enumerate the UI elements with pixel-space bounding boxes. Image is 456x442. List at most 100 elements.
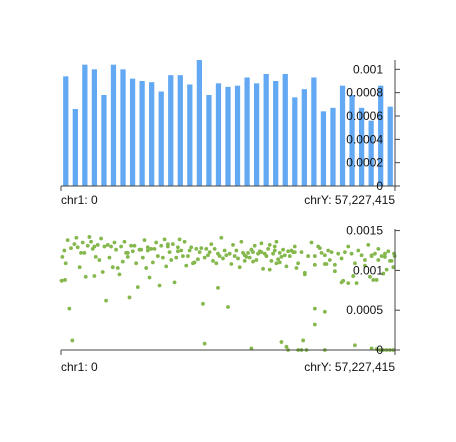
point [145,245,150,250]
point [132,243,137,248]
point [359,253,364,258]
point [187,248,192,253]
point [214,261,219,266]
point [117,272,122,277]
point [219,235,224,240]
point [369,253,374,258]
point [189,245,194,250]
point [144,266,149,270]
bar [225,86,231,186]
point [246,250,250,255]
point [236,256,240,261]
point [100,270,105,274]
point [269,258,274,263]
bar [368,120,374,186]
point [209,242,214,247]
point [217,254,222,258]
point [59,278,64,283]
point [70,338,75,343]
point [82,250,87,255]
point [353,343,357,348]
point [267,243,272,247]
point [169,258,174,262]
point [174,255,179,260]
point [92,244,97,249]
point [306,254,311,258]
point [368,274,372,279]
point [371,278,376,282]
point [369,346,374,351]
point [231,243,235,247]
bar [378,85,384,186]
point [145,248,150,253]
point [65,238,70,243]
point [202,341,207,346]
point [60,254,65,259]
point [242,258,247,263]
point [177,237,182,242]
point [379,254,384,258]
point [332,262,337,267]
point [199,246,204,251]
point [381,271,386,276]
point [374,278,379,282]
point [102,244,107,249]
point [229,262,234,266]
point [74,235,79,240]
point [373,251,377,256]
point [251,250,255,254]
point [301,338,306,343]
point [170,242,175,247]
point [115,266,120,270]
point [383,251,387,256]
bar [177,75,183,186]
bar-panel: 0 0.0002 0.0004 0.0006 0.0008 0.001 chr1: 0 chr… [60,60,400,207]
point [312,306,317,311]
point [181,254,185,258]
point [122,239,127,244]
y-tick-label: 0.0005 [346,303,383,317]
point [276,257,280,262]
point [201,301,205,306]
point [172,280,177,285]
point [159,243,164,248]
bar [320,111,327,186]
point [202,255,207,260]
point [147,275,152,280]
bar [206,95,212,186]
point [312,254,317,258]
bar [273,81,279,186]
point [89,239,93,244]
point [349,251,354,256]
point [167,250,172,254]
point [284,264,289,269]
point [152,247,157,251]
point [97,258,102,262]
point [197,250,202,254]
point [221,256,225,261]
point [281,247,286,252]
point [224,253,229,258]
bar [301,89,307,186]
point [356,248,361,253]
point [376,258,381,262]
point [327,258,332,262]
point [211,258,215,263]
bar [187,84,193,186]
point [67,306,72,311]
point [317,246,322,251]
point [296,261,301,266]
point [326,248,331,253]
bar [349,95,355,186]
point [292,250,297,254]
point [69,246,73,251]
bar [282,74,288,186]
point [272,244,277,249]
point [129,243,134,248]
point [165,244,170,249]
point [120,259,125,264]
bar [254,83,260,186]
bar [168,75,174,186]
point [252,243,257,248]
point [232,254,237,258]
